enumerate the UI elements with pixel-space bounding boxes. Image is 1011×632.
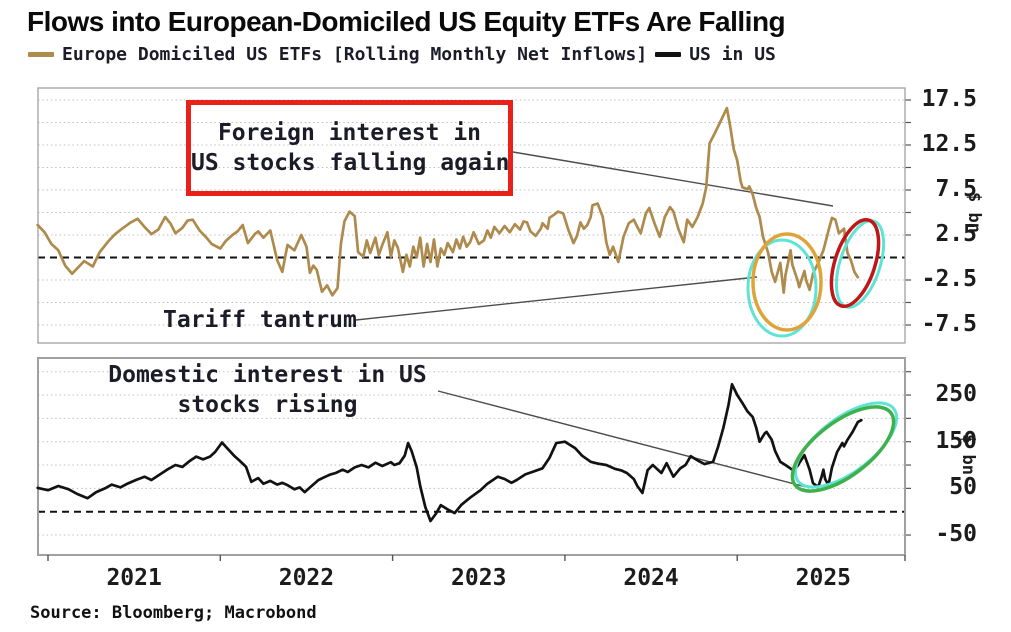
annotation-tariff-tantrum: Tariff tantrum — [163, 307, 357, 333]
annotation-boxed-line1: Foreign interest in — [217, 120, 482, 146]
legend-label-us: US in US — [689, 44, 776, 65]
annotation-boxed-line2: US stocks falling again — [191, 150, 510, 176]
europe-series-swatch-icon — [28, 52, 54, 57]
annotation-line — [512, 151, 834, 207]
x-tick-label: 2021 — [106, 565, 162, 591]
annotation-line — [437, 390, 807, 488]
y-tick-label: 2.5 — [935, 221, 977, 247]
legend: Europe Domiciled US ETFs [Rolling Monthl… — [28, 44, 776, 65]
y-tick-label: 17.5 — [921, 86, 977, 112]
y-tick-label: 7.5 — [935, 176, 977, 202]
y-tick-label: -50 — [935, 521, 977, 548]
panel-frame — [37, 357, 906, 556]
us-series-swatch-icon — [655, 52, 682, 57]
y-tick-label: 50 — [949, 474, 977, 501]
x-tick-label: 2025 — [795, 565, 852, 591]
y-tick-label: 150 — [935, 427, 977, 454]
panel-frame — [37, 87, 906, 344]
y-tick-label: 12.5 — [921, 131, 977, 157]
x-tick-label: 2023 — [451, 565, 507, 591]
orange-ellipse — [751, 232, 823, 332]
annotation-domestic-line1: Domestic interest in US — [108, 362, 427, 388]
x-tick-label: 2022 — [278, 565, 335, 591]
y-tick-label: -2.5 — [921, 266, 977, 292]
series-top — [36, 106, 860, 297]
annotation-domestic: Domestic interest in US stocks rising — [95, 360, 440, 420]
y-tick-label: 250 — [935, 381, 977, 408]
legend-label-europe: Europe Domiciled US ETFs [Rolling Monthl… — [62, 44, 648, 65]
red-ellipse — [829, 218, 881, 308]
annotation-box: Foreign interest in US stocks falling ag… — [186, 100, 513, 196]
annotation-line — [355, 276, 758, 321]
source-note: Source: Bloomberg; Macrobond — [30, 603, 317, 623]
y-tick-label: -7.5 — [921, 311, 977, 337]
series-bottom — [36, 382, 863, 523]
green-ellipse — [790, 405, 896, 493]
cyan-shadow-ellipse — [746, 238, 818, 338]
chart-title: Flows into European-Domiciled US Equity … — [27, 6, 786, 37]
x-tick-label: 2024 — [623, 565, 679, 591]
annotation-domestic-line2: stocks rising — [177, 392, 358, 418]
